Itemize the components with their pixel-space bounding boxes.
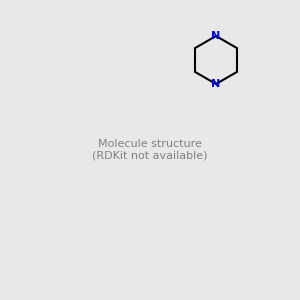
Text: N: N	[212, 31, 220, 41]
Text: N: N	[212, 79, 220, 89]
Text: Molecule structure
(RDKit not available): Molecule structure (RDKit not available)	[92, 139, 208, 161]
